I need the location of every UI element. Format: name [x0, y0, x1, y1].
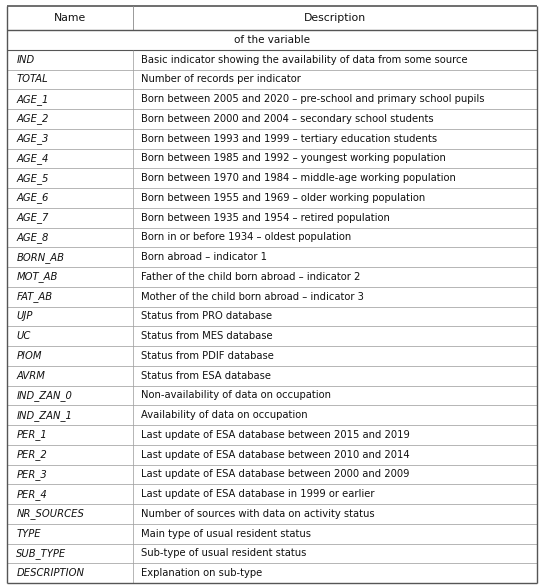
- Text: PIOM: PIOM: [16, 351, 42, 361]
- Text: DESCRIPTION: DESCRIPTION: [16, 568, 84, 578]
- Text: UC: UC: [16, 331, 30, 341]
- Text: Description: Description: [304, 13, 367, 23]
- Text: Born between 1935 and 1954 – retired population: Born between 1935 and 1954 – retired pop…: [141, 213, 390, 223]
- Text: Born between 1970 and 1984 – middle-age working population: Born between 1970 and 1984 – middle-age …: [141, 173, 456, 183]
- Text: UJP: UJP: [16, 311, 33, 322]
- Text: PER_1: PER_1: [16, 430, 47, 441]
- Text: Mother of the child born abroad – indicator 3: Mother of the child born abroad – indica…: [141, 292, 364, 302]
- Text: Basic indicator showing the availability of data from some source: Basic indicator showing the availability…: [141, 54, 468, 64]
- Text: Availability of data on occupation: Availability of data on occupation: [141, 410, 308, 420]
- Text: of the variable: of the variable: [234, 35, 310, 45]
- Text: Last update of ESA database between 2010 and 2014: Last update of ESA database between 2010…: [141, 449, 410, 459]
- Text: IND: IND: [16, 54, 35, 64]
- Text: Explanation on sub-type: Explanation on sub-type: [141, 568, 263, 578]
- Text: AGE_5: AGE_5: [16, 173, 49, 183]
- Text: TOTAL: TOTAL: [16, 74, 48, 84]
- Text: SUB_TYPE: SUB_TYPE: [16, 548, 66, 559]
- Text: TYPE: TYPE: [16, 529, 41, 539]
- Text: BORN_AB: BORN_AB: [16, 252, 64, 263]
- Text: AGE_4: AGE_4: [16, 153, 49, 164]
- Text: Last update of ESA database between 2000 and 2009: Last update of ESA database between 2000…: [141, 469, 410, 479]
- Text: AGE_6: AGE_6: [16, 192, 49, 203]
- Text: Father of the child born abroad – indicator 2: Father of the child born abroad – indica…: [141, 272, 361, 282]
- Text: IND_ZAN_0: IND_ZAN_0: [16, 390, 72, 401]
- Text: Non-availability of data on occupation: Non-availability of data on occupation: [141, 390, 331, 400]
- Text: IND_ZAN_1: IND_ZAN_1: [16, 410, 72, 421]
- Text: Name: Name: [54, 13, 86, 23]
- Text: Status from PRO database: Status from PRO database: [141, 311, 273, 322]
- Text: Status from MES database: Status from MES database: [141, 331, 273, 341]
- Text: NR_SOURCES: NR_SOURCES: [16, 509, 84, 519]
- Text: AGE_7: AGE_7: [16, 212, 49, 223]
- Text: FAT_AB: FAT_AB: [16, 291, 52, 302]
- Text: Born in or before 1934 – oldest population: Born in or before 1934 – oldest populati…: [141, 233, 351, 243]
- Text: AGE_1: AGE_1: [16, 94, 49, 105]
- Text: Status from PDIF database: Status from PDIF database: [141, 351, 274, 361]
- Text: Status from ESA database: Status from ESA database: [141, 371, 271, 381]
- Text: Number of sources with data on activity status: Number of sources with data on activity …: [141, 509, 375, 519]
- Text: Last update of ESA database between 2015 and 2019: Last update of ESA database between 2015…: [141, 430, 410, 440]
- Text: Born between 2000 and 2004 – secondary school students: Born between 2000 and 2004 – secondary s…: [141, 114, 434, 124]
- Text: PER_3: PER_3: [16, 469, 47, 480]
- Text: AVRM: AVRM: [16, 371, 45, 381]
- Text: Born between 1955 and 1969 – older working population: Born between 1955 and 1969 – older worki…: [141, 193, 426, 203]
- Text: Born between 1985 and 1992 – youngest working population: Born between 1985 and 1992 – youngest wo…: [141, 154, 446, 163]
- Text: Born abroad – indicator 1: Born abroad – indicator 1: [141, 252, 268, 262]
- Text: Born between 2005 and 2020 – pre-school and primary school pupils: Born between 2005 and 2020 – pre-school …: [141, 94, 485, 104]
- Text: AGE_2: AGE_2: [16, 114, 49, 124]
- Text: PER_4: PER_4: [16, 489, 47, 500]
- Text: Born between 1993 and 1999 – tertiary education students: Born between 1993 and 1999 – tertiary ed…: [141, 134, 437, 144]
- Text: PER_2: PER_2: [16, 449, 47, 460]
- Text: AGE_3: AGE_3: [16, 133, 49, 144]
- Text: Sub-type of usual resident status: Sub-type of usual resident status: [141, 548, 307, 558]
- Text: AGE_8: AGE_8: [16, 232, 49, 243]
- Text: Last update of ESA database in 1999 or earlier: Last update of ESA database in 1999 or e…: [141, 489, 375, 499]
- Text: Number of records per indicator: Number of records per indicator: [141, 74, 301, 84]
- Text: MOT_AB: MOT_AB: [16, 271, 58, 282]
- Text: Main type of usual resident status: Main type of usual resident status: [141, 529, 311, 539]
